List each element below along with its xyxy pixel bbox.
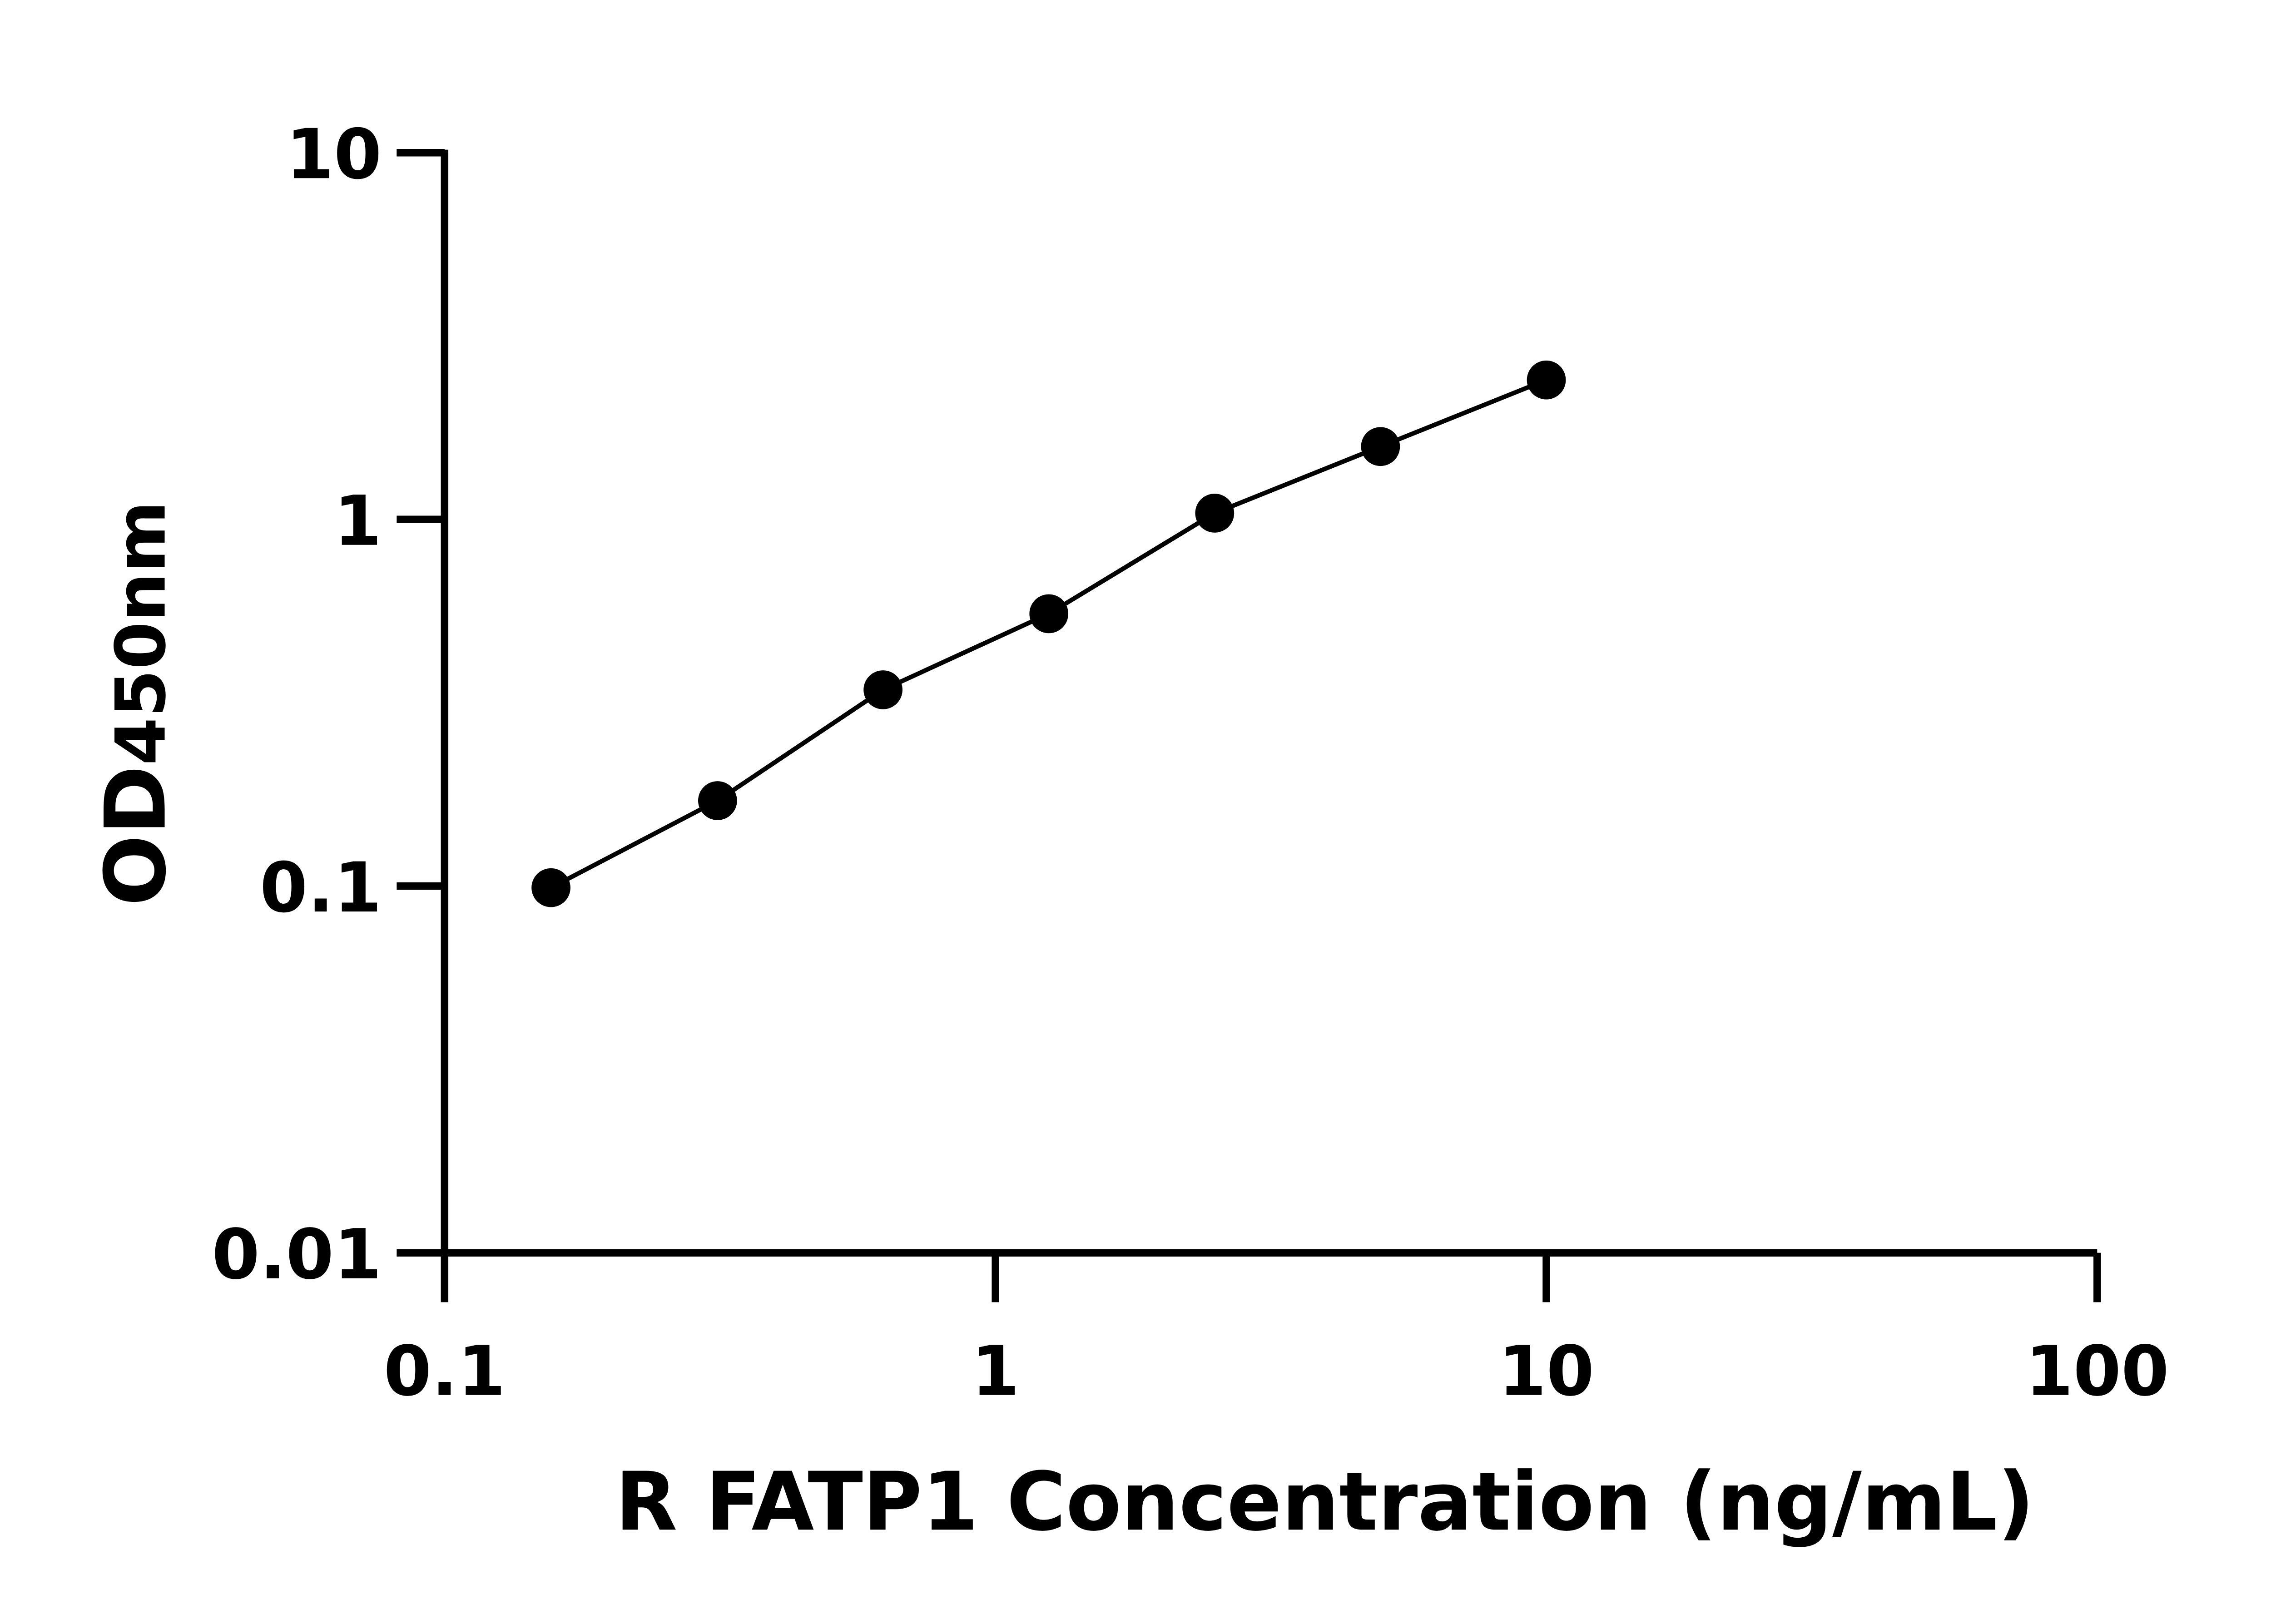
y-tick-label: 10 — [286, 114, 382, 194]
x-tick-label: 100 — [2025, 1331, 2169, 1411]
x-tick-label: 1 — [972, 1331, 1019, 1411]
data-point — [1029, 594, 1069, 634]
data-point — [698, 781, 737, 820]
x-tick-label: 10 — [1498, 1331, 1594, 1411]
y-axis-label-main: OD — [87, 765, 185, 906]
x-tick-label: 0.1 — [384, 1331, 506, 1411]
data-point — [531, 868, 570, 907]
x-axis-label: R FATP1 Concentration (ng/mL) — [615, 1455, 2034, 1549]
data-marks — [531, 360, 1566, 907]
y-axis-label: OD450nm — [87, 501, 185, 906]
y-tick-label: 0.1 — [260, 847, 382, 928]
data-point — [1527, 360, 1566, 400]
data-point — [1195, 494, 1235, 533]
data-point — [1361, 427, 1400, 466]
y-axis-label-sub: 450nm — [101, 501, 181, 765]
y-tick-label: 0.01 — [212, 1214, 382, 1295]
y-tick-label: 1 — [334, 481, 382, 561]
data-point — [863, 670, 902, 709]
